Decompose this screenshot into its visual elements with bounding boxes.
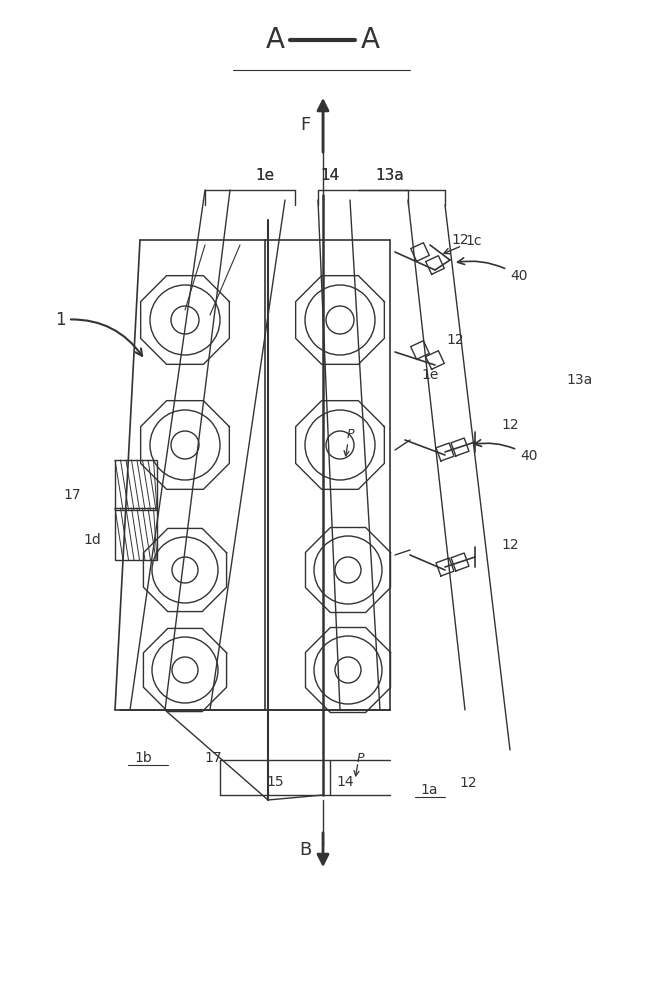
Text: 15: 15 [266,775,284,789]
Text: 1e: 1e [421,368,439,382]
Text: 14: 14 [336,775,354,789]
Text: 13a: 13a [375,167,404,182]
Text: 40: 40 [475,440,537,463]
Text: F: F [300,116,310,134]
Text: 14: 14 [320,167,340,182]
Text: 12: 12 [451,233,469,247]
Text: 12: 12 [459,776,477,790]
Text: 12: 12 [501,418,519,432]
Text: 1a: 1a [420,783,437,797]
Text: 13a: 13a [567,373,593,387]
Text: P: P [346,428,354,442]
Text: A: A [266,26,284,54]
Text: 13a: 13a [375,167,404,182]
Text: A: A [360,26,379,54]
Text: 12: 12 [446,333,464,347]
Text: 1e: 1e [255,167,275,182]
Text: 1d: 1d [83,533,101,547]
Text: 40: 40 [457,258,528,283]
Text: 1: 1 [55,311,142,356]
Text: B: B [299,841,311,859]
Text: 1b: 1b [134,751,152,765]
Bar [115,508,157,560]
Text: 17: 17 [63,488,81,502]
Text: 1c: 1c [444,234,481,254]
Text: P: P [356,752,364,764]
Text: 17: 17 [204,751,222,765]
Text: 14: 14 [320,167,340,182]
Bar [115,460,157,510]
Text: 1e: 1e [255,167,275,182]
Text: 12: 12 [501,538,519,552]
